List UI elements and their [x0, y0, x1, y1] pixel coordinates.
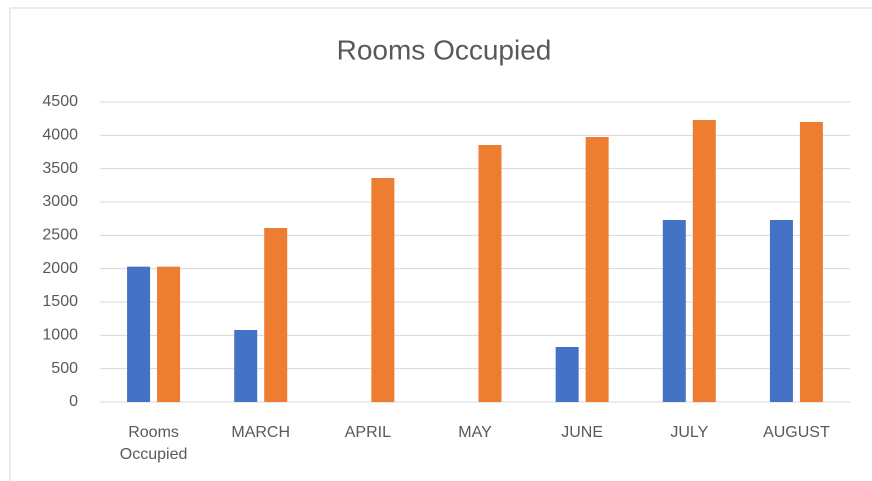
bar: [692, 120, 716, 402]
y-tick-label: 1000: [42, 327, 78, 344]
chart-border: [9, 7, 872, 481]
y-tick-label: 3500: [42, 160, 78, 177]
bar: [478, 145, 502, 402]
x-tick-label: JULY: [670, 424, 709, 441]
bar: [157, 266, 181, 402]
y-tick-label: 500: [51, 360, 78, 377]
x-tick-label: APRIL: [344, 424, 391, 441]
x-tick-label: MAY: [458, 424, 492, 441]
y-tick-label: 1500: [42, 293, 78, 310]
x-tick-label: MARCH: [231, 424, 291, 441]
bar: [234, 330, 258, 402]
x-tick-label: AUGUST: [763, 424, 830, 441]
y-tick-label: 4500: [42, 93, 78, 110]
y-tick-label: 0: [69, 393, 78, 410]
bar: [264, 228, 288, 402]
x-tick-label: JUNE: [561, 424, 604, 441]
x-tick-label: Rooms Occupied: [119, 424, 188, 463]
bar: [799, 122, 823, 402]
bar: [127, 266, 151, 402]
bar: [555, 347, 579, 402]
y-tick-label: 3000: [42, 193, 78, 210]
bar: [371, 178, 395, 402]
bar: [769, 220, 793, 402]
bar: [585, 137, 609, 402]
chart-title: Rooms Occupied: [337, 34, 552, 65]
y-tick-label: 2000: [42, 260, 78, 277]
y-tick-label: 2500: [42, 227, 78, 244]
y-tick-label: 4000: [42, 127, 78, 144]
bar: [662, 220, 686, 402]
